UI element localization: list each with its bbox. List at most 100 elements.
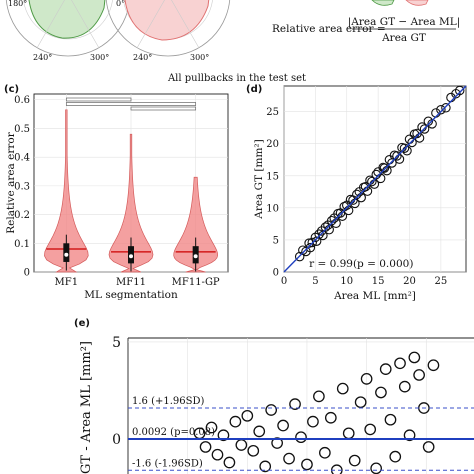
violin-body (173, 176, 218, 273)
scatter-point (392, 151, 402, 161)
ba-point (379, 363, 392, 375)
scatter-point (436, 104, 446, 115)
polar-b-label-300: 300° (190, 53, 209, 62)
ba-point (422, 441, 435, 453)
polar-plot-a: 180° 240° 300° (5, 0, 131, 62)
ba-point (348, 454, 361, 467)
violin-ytick-label: 0.5 (14, 124, 30, 135)
violin-ytick-label: 0.1 (14, 239, 30, 250)
violin-median-dot (63, 252, 69, 258)
ba-point (217, 429, 230, 442)
ba-point (394, 357, 406, 370)
scatter-ytick-label: 15 (266, 171, 279, 182)
formula-lhs: Relative area error = (272, 23, 386, 35)
ba-point (375, 386, 387, 399)
scatter-ytick-label: 25 (266, 107, 279, 118)
ba-point (271, 437, 283, 449)
bland-altman-chart: 0 5 1.6 (+1.96SD) 0.0092 (p=0.08) -1.6 (-1.9… (79, 335, 474, 474)
ba-point (199, 441, 212, 453)
formula-denominator: Area GT (381, 32, 426, 44)
ba-point (413, 369, 425, 381)
ba-point (330, 464, 343, 474)
ba-mean-label: 0.0092 (p=0.08) (132, 427, 215, 438)
scatter-point (412, 128, 422, 139)
scatter-point (379, 163, 390, 173)
violin-xtick-label: MF11 (116, 277, 146, 288)
panel-d-label: (d) (246, 84, 262, 95)
polar-a-label-0: 0° (116, 0, 125, 8)
ba-point (265, 404, 278, 416)
ba-point (398, 380, 411, 393)
scatter-ytick-label: 0 (273, 268, 279, 279)
legend-swatches (371, 0, 429, 6)
violin-body (44, 109, 89, 273)
ba-point (336, 382, 349, 395)
ba-point (427, 359, 440, 372)
significance-bracket (65, 102, 197, 106)
scatter-point (441, 103, 451, 113)
ba-point (235, 439, 248, 451)
violin-ytick-label: 0.2 (14, 210, 30, 221)
scatter-xtick-label: 5 (312, 276, 318, 287)
ba-point (342, 427, 355, 440)
ba-lower-loa-label: -1.6 (-1.96SD) (132, 458, 203, 469)
scatter-xtick-label: 25 (435, 276, 448, 287)
violin-ytick-label: 0.3 (14, 181, 30, 192)
scatter-point (419, 124, 430, 134)
ba-point (289, 398, 301, 410)
ba-point (211, 448, 224, 461)
ba-point (205, 421, 218, 434)
scatter-ytick-label: 10 (266, 203, 279, 214)
relative-error-formula: Relative area error = |Area GT − Area ML… (272, 16, 460, 44)
scatter-point (305, 242, 316, 253)
violin-ylabel: Relative area error (5, 131, 17, 233)
ba-point (354, 396, 367, 409)
violin-median-dot (128, 253, 134, 259)
violin-median-dot (193, 253, 199, 259)
formula-numerator: |Area GT − Area ML| (348, 16, 461, 29)
scatter-xtick-label: 10 (340, 276, 353, 287)
violin-ytick-label: 0 (24, 268, 30, 279)
panel-e-label: (e) (74, 318, 90, 329)
polar-a-label-240: 240° (33, 53, 52, 62)
scatter-point (454, 85, 465, 96)
ba-point (408, 351, 421, 364)
scatter-point (311, 236, 322, 246)
scatter-ylabel: Area GT [mm²] (253, 139, 265, 219)
scatter-point (294, 251, 305, 262)
scatter-xtick-label: 15 (372, 276, 385, 287)
scatter-xtick-label: 20 (403, 276, 416, 287)
ba-point (277, 419, 289, 432)
violin-xtick-label: MF11-GP (172, 277, 220, 288)
polar-a-label-180: 180° (8, 0, 27, 8)
scatter-point (367, 176, 377, 187)
polar-plot-b: 0° 240° 300° (105, 0, 231, 62)
scatter-annotation: r = 0.99(p = 0.000) (309, 258, 413, 270)
ba-ytick-label: 0 (112, 432, 121, 448)
ba-point (301, 458, 313, 471)
figure-title: All pullbacks in the test set (167, 73, 306, 84)
ba-point (247, 444, 260, 457)
ba-point (389, 450, 402, 463)
violin-xlabel: ML segmentation (84, 289, 178, 301)
scatter-ytick-label: 5 (273, 235, 279, 246)
violin-ytick-label: 0.6 (14, 95, 30, 106)
ba-point (223, 456, 236, 469)
ba-point (360, 372, 373, 385)
violin-body (108, 133, 154, 273)
scatter-point (399, 143, 410, 153)
violin-ytick-label: 0.4 (14, 153, 30, 164)
scatter-point (407, 137, 417, 148)
panel-c-label: (c) (4, 84, 19, 95)
ba-upper-loa-label: 1.6 (+1.96SD) (132, 396, 204, 407)
violin-xtick-label: MF1 (55, 277, 79, 288)
ba-point (283, 452, 295, 465)
ba-ylabel: GT - Area ML [mm²] (79, 341, 94, 474)
ba-point (253, 425, 266, 438)
ba-point (319, 446, 331, 459)
polar-a-label-300: 300° (90, 53, 109, 62)
scatter-point (314, 229, 324, 239)
ba-point (241, 409, 254, 422)
